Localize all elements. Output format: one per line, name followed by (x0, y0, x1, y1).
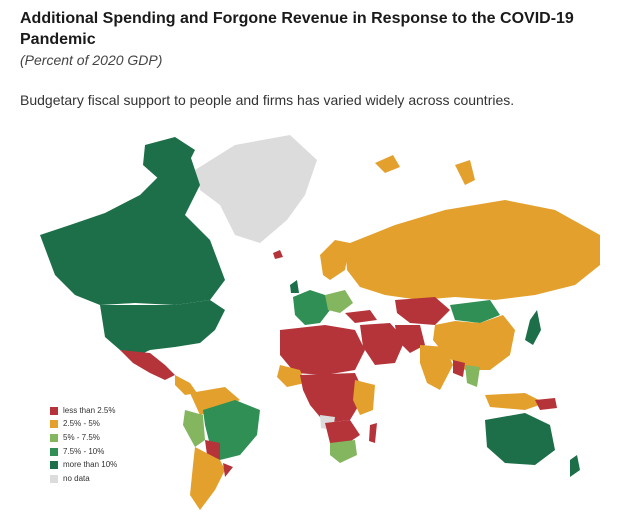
legend-swatch (50, 406, 58, 415)
legend-item-more-than-10: more than 10% (50, 458, 117, 472)
legend-label: more than 10% (63, 460, 118, 470)
region-middle-east (360, 323, 405, 365)
region-kazakhstan (395, 297, 450, 325)
region-india (420, 345, 453, 390)
legend-label: 5% - 7.5% (63, 432, 100, 442)
region-colombia-venezuela (190, 387, 240, 415)
region-central-africa (300, 373, 365, 423)
region-new-zealand (570, 455, 580, 477)
region-central-america (175, 375, 197, 395)
region-western-europe (293, 290, 330, 325)
region-scandinavia (320, 240, 350, 280)
region-greenland (195, 135, 317, 243)
legend-item-less-than-2-5: less than 2.5% (50, 404, 117, 418)
region-papua (535, 398, 557, 410)
region-turkey (345, 310, 377, 323)
region-indonesia (485, 393, 545, 410)
region-west-africa (277, 365, 305, 387)
region-arctic-russia (375, 155, 400, 173)
region-arctic-islands (143, 137, 195, 180)
region-iran (395, 325, 425, 353)
region-russia-islands (455, 160, 475, 185)
region-peru-ecuador (183, 410, 205, 447)
region-southern-africa (325, 420, 360, 445)
map-subtitle: (Percent of 2020 GDP) (20, 52, 163, 68)
region-east-africa (353, 380, 375, 415)
map-legend: less than 2.5% 2.5% - 5% 5% - 7.5% 7.5% … (50, 404, 117, 486)
region-iceland (273, 250, 283, 259)
region-usa (100, 300, 225, 357)
map-description: Budgetary fiscal support to people and f… (20, 92, 515, 108)
legend-swatch (50, 447, 58, 456)
legend-label: less than 2.5% (63, 405, 116, 415)
region-mongolia (450, 300, 500, 323)
legend-swatch (50, 474, 58, 483)
region-russia (345, 200, 600, 300)
region-north-africa (280, 325, 365, 375)
legend-item-2-5-to-5: 2.5% - 5% (50, 418, 117, 432)
region-central-europe (325, 290, 353, 313)
region-china (433, 315, 515, 370)
region-southern-cone-edge (223, 463, 233, 477)
legend-item-5-to-7-5: 5% - 7.5% (50, 431, 117, 445)
region-uk (290, 280, 299, 293)
region-japan (525, 310, 541, 345)
region-canada (40, 155, 225, 305)
region-argentina-chile (190, 447, 225, 510)
region-south-africa (330, 440, 357, 463)
legend-swatch (50, 420, 58, 429)
legend-label: 2.5% - 5% (63, 419, 100, 429)
region-mexico (120, 350, 175, 380)
legend-swatch (50, 433, 58, 442)
region-se-asia (465, 365, 480, 387)
legend-label: 7.5% - 10% (63, 446, 105, 456)
world-map (40, 135, 600, 510)
legend-item-no-data: no data (50, 472, 117, 486)
legend-item-7-5-to-10: 7.5% - 10% (50, 445, 117, 459)
region-australia (485, 413, 555, 465)
legend-label: no data (63, 473, 90, 483)
map-title: Additional Spending and Forgone Revenue … (20, 10, 574, 48)
region-madagascar (369, 423, 377, 443)
legend-swatch (50, 461, 58, 470)
region-myanmar (453, 360, 465, 377)
